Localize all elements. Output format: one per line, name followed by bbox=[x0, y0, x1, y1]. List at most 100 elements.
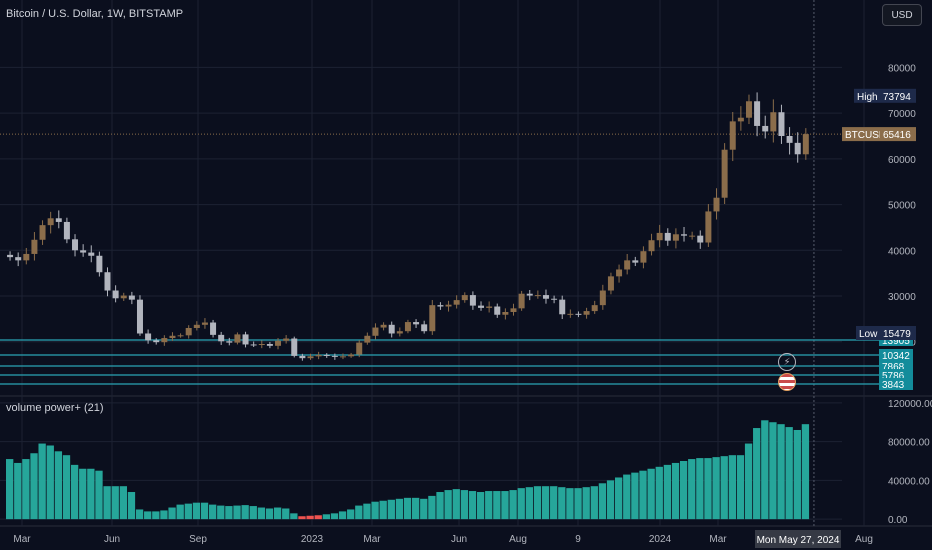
candle-body bbox=[234, 334, 241, 343]
candle-body bbox=[542, 295, 549, 299]
candle-body bbox=[437, 305, 444, 307]
candle-body bbox=[729, 121, 736, 150]
volume-bar bbox=[753, 428, 761, 520]
candle-body bbox=[120, 295, 127, 299]
low-value-bg bbox=[880, 326, 916, 340]
x-tick-label: Aug bbox=[855, 534, 873, 545]
high-tag: High bbox=[857, 92, 878, 103]
us-flag-icon[interactable] bbox=[778, 373, 796, 391]
volume-bar bbox=[728, 455, 736, 520]
volume-bar bbox=[541, 486, 550, 520]
x-tick-label: Mar bbox=[13, 534, 31, 545]
candle-body bbox=[218, 334, 225, 342]
low-value: 15479 bbox=[883, 329, 911, 340]
candle-body bbox=[778, 112, 785, 136]
volume-bar bbox=[655, 466, 663, 520]
candle-body bbox=[770, 112, 777, 132]
candle-body bbox=[372, 327, 379, 336]
volume-bar bbox=[517, 488, 525, 520]
candle-body bbox=[534, 295, 541, 297]
candle-body bbox=[283, 338, 290, 341]
candle-body bbox=[396, 331, 403, 334]
volume-bar bbox=[606, 480, 615, 520]
candle-body bbox=[681, 234, 688, 236]
volume-bar bbox=[428, 495, 436, 520]
candle-body bbox=[559, 299, 566, 315]
symbol-tag-bg bbox=[842, 127, 880, 142]
x-tick-label: 9 bbox=[575, 534, 581, 545]
candle-body bbox=[510, 308, 517, 312]
candle-body bbox=[672, 234, 679, 241]
currency-button[interactable]: USD bbox=[882, 4, 922, 26]
volume-bar bbox=[176, 504, 184, 520]
volume-bar bbox=[62, 455, 71, 520]
volume-bar bbox=[225, 506, 233, 520]
price-tick-label: 40000 bbox=[888, 246, 916, 257]
volume-bar bbox=[801, 424, 810, 520]
candle-body bbox=[112, 290, 119, 299]
volume-bar bbox=[412, 497, 420, 520]
candle-body bbox=[55, 218, 62, 222]
candle-body bbox=[575, 313, 582, 315]
candle-body bbox=[72, 239, 79, 251]
volume-bar bbox=[160, 510, 168, 520]
volume-bar bbox=[168, 507, 176, 520]
volume-bar bbox=[785, 427, 793, 520]
volume-bar bbox=[403, 497, 412, 520]
volume-bar bbox=[379, 500, 387, 520]
lightning-icon[interactable]: ⚡ bbox=[778, 353, 796, 371]
price-tick-label: 60000 bbox=[888, 155, 916, 166]
x-tick-label: Sep bbox=[189, 534, 207, 545]
candle-body bbox=[339, 356, 346, 358]
volume-bar bbox=[558, 487, 566, 520]
volume-bar bbox=[639, 470, 647, 520]
candle-body bbox=[258, 344, 265, 345]
crosshair-date: Mon May 27, 2024 bbox=[757, 535, 840, 546]
volume-bar bbox=[663, 464, 672, 520]
volume-bar bbox=[119, 486, 127, 520]
high-tag-bg bbox=[854, 88, 880, 103]
candle-body bbox=[551, 298, 558, 300]
candle-body bbox=[486, 306, 493, 308]
volume-bar bbox=[371, 501, 379, 520]
candle-body bbox=[315, 354, 322, 357]
candle-body bbox=[226, 341, 233, 343]
volume-tick-label: 0.00 bbox=[888, 515, 908, 526]
volume-bar bbox=[95, 470, 103, 520]
low-tag-bg bbox=[856, 326, 880, 340]
candle-body bbox=[413, 322, 420, 325]
volume-bar bbox=[468, 491, 477, 520]
volume-bar bbox=[550, 486, 558, 520]
candle-body bbox=[388, 324, 395, 334]
volume-bar bbox=[533, 486, 542, 520]
price-tick-label: 80000 bbox=[888, 63, 916, 74]
volume-bar bbox=[265, 508, 274, 520]
candle-body bbox=[169, 335, 176, 339]
volume-indicator-title[interactable]: volume power+ (21) bbox=[6, 402, 104, 414]
volume-bar bbox=[14, 462, 22, 520]
volume-bar bbox=[217, 505, 225, 520]
volume-bar bbox=[623, 474, 631, 520]
volume-bar bbox=[103, 486, 111, 520]
volume-bar bbox=[590, 486, 598, 520]
candle-body bbox=[323, 354, 330, 356]
level-label: 5786 bbox=[882, 371, 905, 382]
candle-body bbox=[656, 232, 663, 241]
candle-body bbox=[754, 101, 761, 126]
candle-body bbox=[63, 221, 70, 240]
candle-body bbox=[599, 290, 606, 306]
volume-bar bbox=[209, 504, 217, 520]
volume-bar bbox=[387, 499, 395, 520]
volume-bar bbox=[501, 491, 509, 520]
level-label-bg bbox=[879, 349, 913, 361]
x-tick-label: Jun bbox=[451, 534, 467, 545]
volume-bar bbox=[152, 511, 160, 520]
price-tick-label: 50000 bbox=[888, 201, 916, 212]
candle-body bbox=[453, 300, 460, 305]
x-tick-label: Mar bbox=[363, 534, 381, 545]
candle-body bbox=[802, 134, 809, 155]
candle-body bbox=[567, 313, 574, 315]
candle-body bbox=[23, 253, 30, 261]
price-tick-label: 70000 bbox=[888, 109, 916, 120]
